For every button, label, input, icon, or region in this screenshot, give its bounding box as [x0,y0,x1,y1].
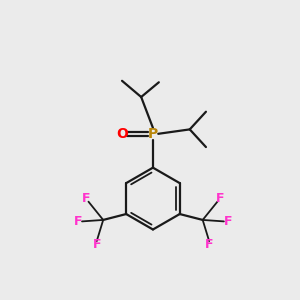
Text: O: O [116,127,128,141]
Text: P: P [148,127,158,141]
Text: F: F [74,215,82,228]
Text: F: F [215,192,224,205]
Text: F: F [82,192,90,205]
Text: F: F [224,215,232,228]
Text: F: F [205,238,213,251]
Text: F: F [92,238,101,251]
